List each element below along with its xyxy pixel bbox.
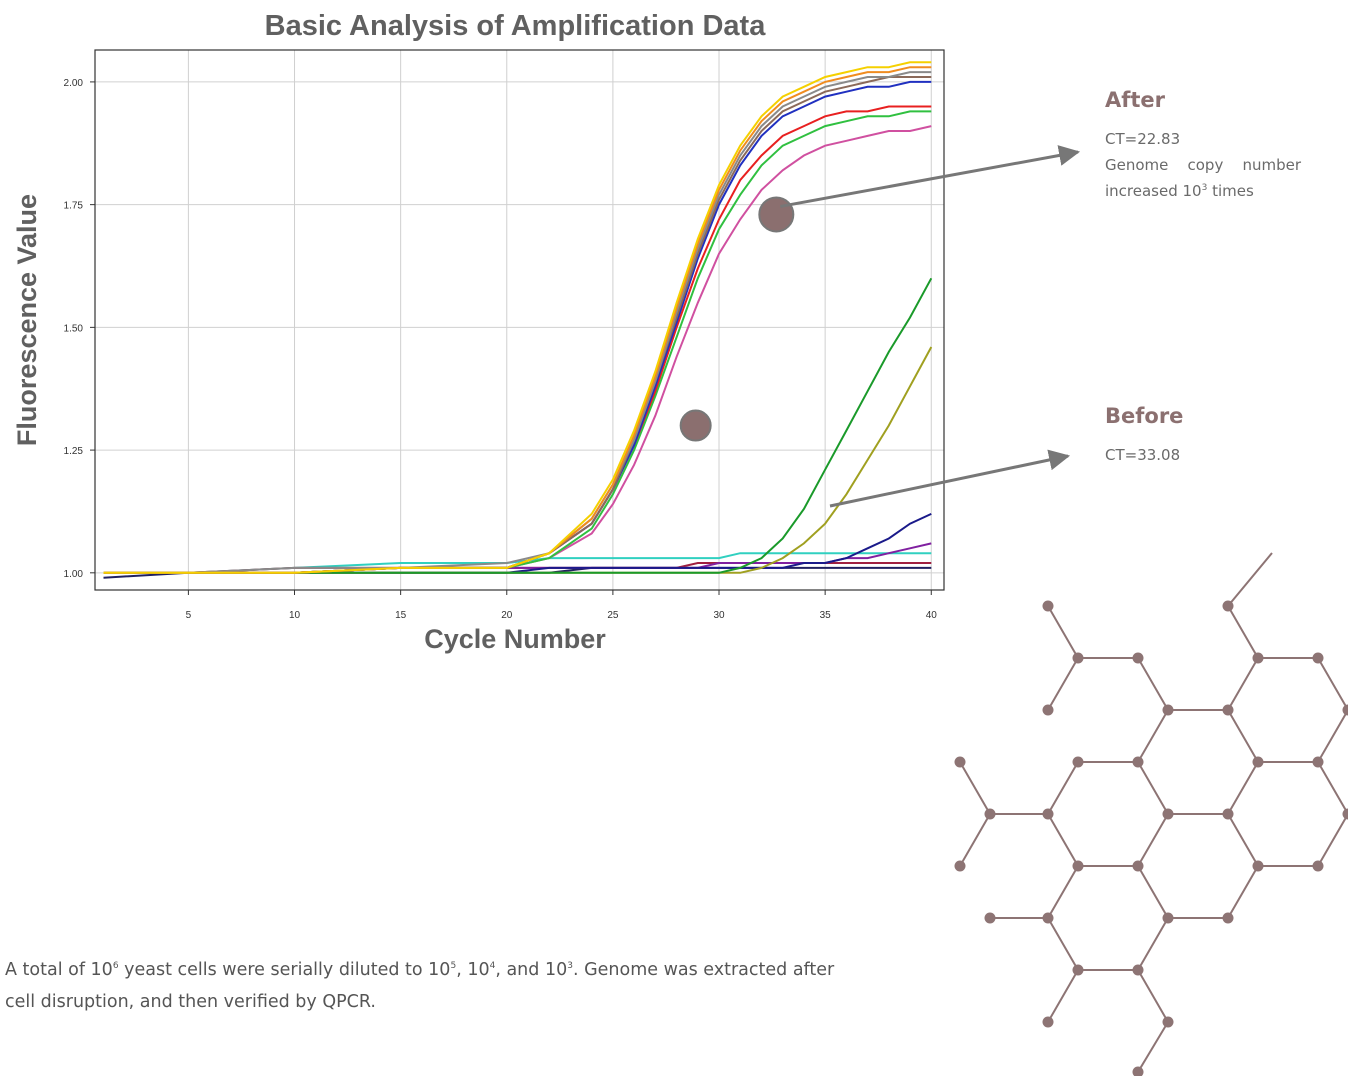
chart-title: Basic Analysis of Amplification Data bbox=[265, 10, 767, 42]
hex-node bbox=[1133, 861, 1144, 872]
hex-node bbox=[1313, 757, 1324, 768]
y-tick-label: 1.50 bbox=[64, 323, 84, 334]
page: Basic Analysis of Amplification Data Cyc… bbox=[0, 0, 1348, 1076]
hex-edge bbox=[1048, 866, 1078, 918]
hex-node bbox=[1163, 705, 1174, 716]
x-tick-label: 20 bbox=[501, 610, 513, 621]
hex-node bbox=[1223, 705, 1234, 716]
hex-edge bbox=[1048, 658, 1078, 710]
note-text: times bbox=[1207, 182, 1253, 200]
hex-node bbox=[1043, 601, 1054, 612]
x-tick-label: 40 bbox=[926, 610, 938, 621]
hex-edge bbox=[1048, 970, 1078, 1022]
hex-edge bbox=[1048, 762, 1078, 814]
hex-edge bbox=[1138, 1022, 1168, 1072]
note-text: Genome copy number increased 10 bbox=[1105, 156, 1301, 200]
y-tick-label: 2.00 bbox=[64, 78, 84, 89]
hex-edge bbox=[960, 762, 990, 814]
hex-edge bbox=[1138, 710, 1168, 762]
annotation-title: Before bbox=[1105, 404, 1301, 428]
hex-node bbox=[1073, 965, 1084, 976]
hex-node bbox=[1343, 705, 1348, 716]
hex-edge bbox=[1318, 658, 1348, 710]
hex-node bbox=[1253, 861, 1264, 872]
after-annotation: After CT=22.83 Genome copy number increa… bbox=[1105, 88, 1301, 204]
x-tick-label: 35 bbox=[820, 610, 832, 621]
hex-edge bbox=[1228, 606, 1258, 658]
caption-text: A total of 10 bbox=[5, 960, 113, 980]
before-annotation: Before CT=33.08 bbox=[1105, 404, 1301, 468]
hex-node bbox=[1133, 1067, 1144, 1076]
x-axis-label: Cycle Number bbox=[424, 624, 606, 654]
y-tick-label: 1.00 bbox=[64, 569, 84, 580]
hex-node bbox=[1133, 653, 1144, 664]
hex-edge bbox=[1048, 918, 1078, 970]
hex-edge bbox=[1228, 866, 1258, 918]
hex-edge bbox=[1318, 762, 1348, 814]
hex-node bbox=[1313, 653, 1324, 664]
hex-edge bbox=[1138, 658, 1168, 710]
annotation-note: Genome copy number increased 103 times bbox=[1105, 152, 1301, 204]
hex-node bbox=[1043, 913, 1054, 924]
hex-node bbox=[1253, 757, 1264, 768]
annotation-title: After bbox=[1105, 88, 1301, 112]
caption-text: yeast cells were serially diluted to 10 bbox=[119, 960, 451, 980]
hex-edge bbox=[1138, 866, 1168, 918]
hex-edge bbox=[1138, 970, 1168, 1022]
hex-node bbox=[985, 809, 996, 820]
y-tick-label: 1.75 bbox=[64, 201, 84, 212]
hex-node bbox=[1133, 965, 1144, 976]
x-tick-label: 30 bbox=[713, 610, 725, 621]
hex-node bbox=[1043, 1017, 1054, 1028]
hex-edge bbox=[1048, 814, 1078, 866]
x-tick-label: 5 bbox=[186, 610, 192, 621]
y-axis-label: Fluorescence Value bbox=[12, 194, 42, 446]
hex-node bbox=[1163, 809, 1174, 820]
hex-node bbox=[1343, 809, 1348, 820]
annotation-ct: CT=22.83 bbox=[1105, 126, 1301, 152]
hex-edge bbox=[960, 814, 990, 866]
hex-node bbox=[1223, 601, 1234, 612]
hex-node bbox=[1073, 861, 1084, 872]
hex-node bbox=[955, 861, 966, 872]
hex-node bbox=[1073, 653, 1084, 664]
hex-node bbox=[955, 757, 966, 768]
hex-edge bbox=[1228, 658, 1258, 710]
hex-edge bbox=[1228, 710, 1258, 762]
hex-node bbox=[1313, 861, 1324, 872]
x-tick-label: 25 bbox=[607, 610, 619, 621]
hex-edge bbox=[1318, 814, 1348, 866]
annotation-marker bbox=[681, 411, 711, 441]
hex-edge bbox=[1228, 553, 1272, 606]
annotation-marker bbox=[759, 197, 793, 231]
annotation-ct: CT=33.08 bbox=[1105, 442, 1301, 468]
caption: A total of 106 yeast cells were serially… bbox=[5, 954, 835, 1018]
hex-node bbox=[1223, 913, 1234, 924]
hex-edge bbox=[1318, 710, 1348, 762]
caption-text: , 10 bbox=[456, 960, 489, 980]
hex-node bbox=[1043, 705, 1054, 716]
hexagon-decoration bbox=[955, 553, 1348, 1076]
hex-node bbox=[1163, 1017, 1174, 1028]
x-tick-label: 15 bbox=[395, 610, 407, 621]
x-tick-label: 10 bbox=[289, 610, 301, 621]
y-tick-label: 1.25 bbox=[64, 446, 84, 457]
hex-edge bbox=[1138, 762, 1168, 814]
hex-edge bbox=[1048, 606, 1078, 658]
hex-node bbox=[1253, 653, 1264, 664]
hex-edge bbox=[1228, 814, 1258, 866]
caption-text: , and 10 bbox=[495, 960, 567, 980]
hex-node bbox=[1163, 913, 1174, 924]
hex-edge bbox=[1138, 814, 1168, 866]
hex-edge bbox=[1228, 762, 1258, 814]
hex-edge bbox=[1138, 918, 1168, 970]
hex-node bbox=[1073, 757, 1084, 768]
hex-node bbox=[1133, 757, 1144, 768]
hex-node bbox=[985, 913, 996, 924]
hex-node bbox=[1043, 809, 1054, 820]
hex-node bbox=[1223, 809, 1234, 820]
